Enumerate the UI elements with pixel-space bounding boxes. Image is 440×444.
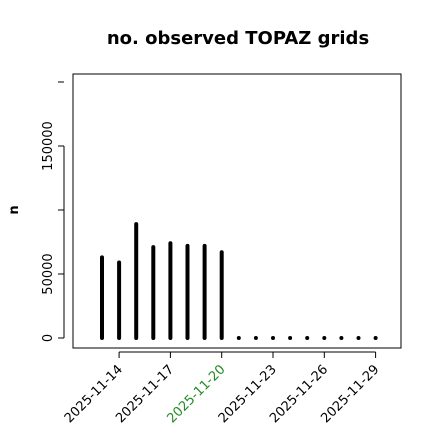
plot-frame — [72, 73, 402, 349]
y-tick-label: 50000 — [41, 253, 56, 294]
bars — [100, 222, 378, 340]
bar-2025-11-27 — [339, 336, 344, 340]
bar-2025-11-23 — [271, 336, 275, 340]
y-tick-label: 150000 — [41, 121, 56, 171]
bar-2025-11-25 — [305, 336, 310, 340]
y-axis-label: n — [7, 205, 22, 214]
bar-2025-11-22 — [253, 336, 258, 340]
bar-2025-11-28 — [356, 336, 361, 340]
chart-title: no. observed TOPAZ grids — [107, 28, 369, 49]
bar-2025-11-21 — [236, 336, 241, 340]
bar-2025-11-26 — [322, 336, 327, 340]
bar-2025-11-24 — [288, 336, 293, 340]
x-axis: 2025-11-142025-11-172025-11-202025-11-23… — [62, 351, 382, 426]
bar-2025-11-29 — [373, 336, 378, 340]
y-axis: 0 50000 150000 — [41, 81, 65, 342]
y-tick-label: 0 — [41, 334, 56, 342]
